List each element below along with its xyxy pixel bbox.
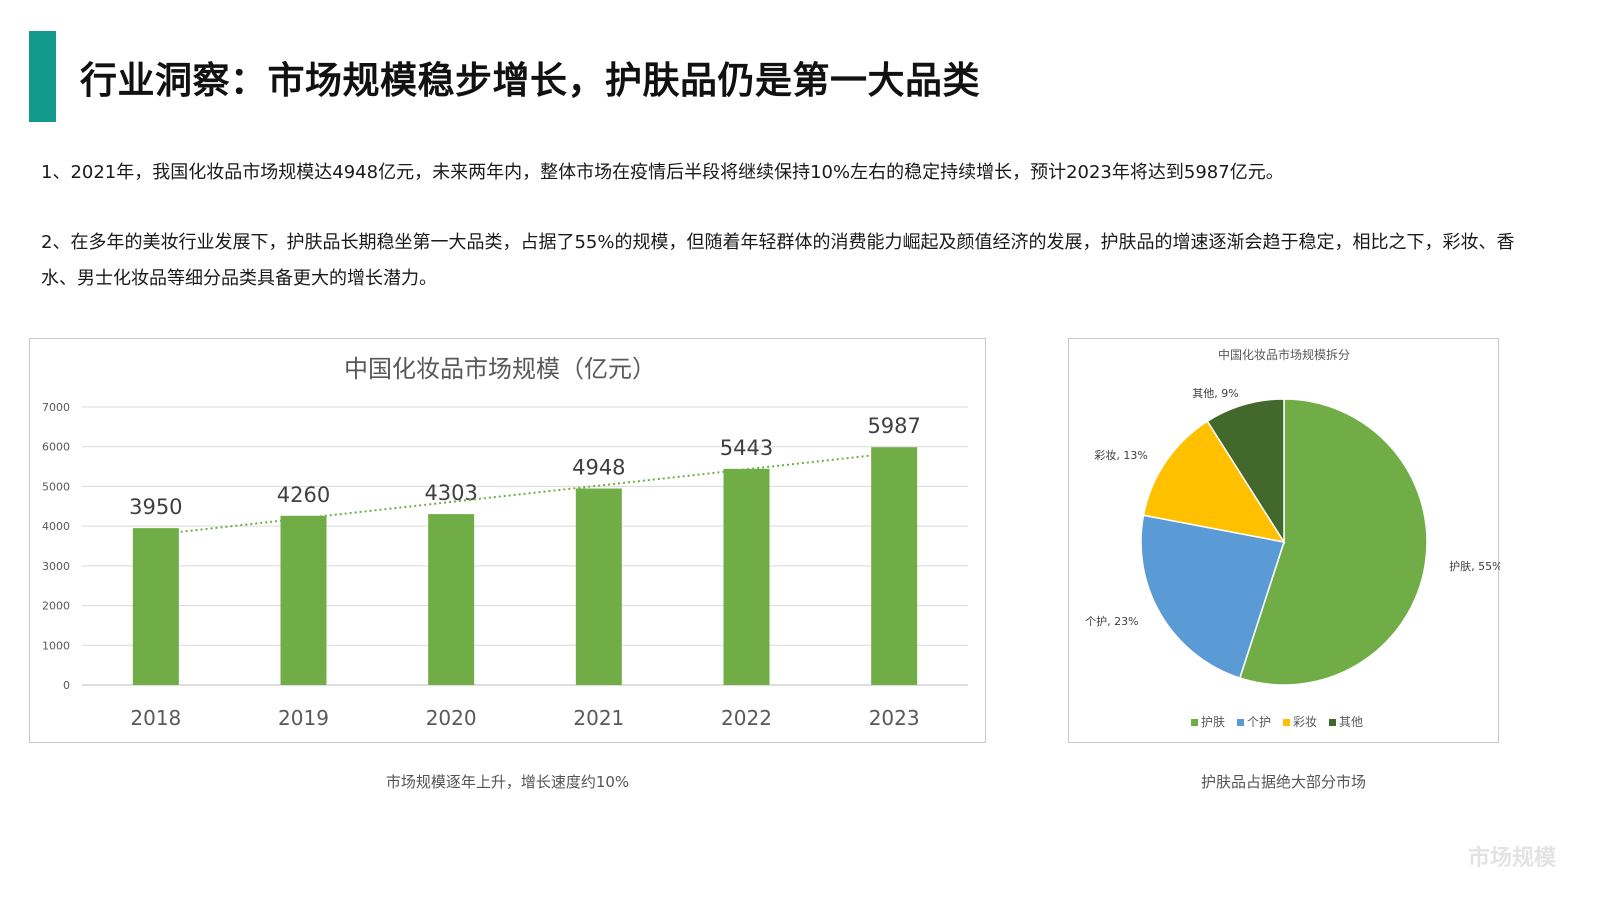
x-tick-label: 2021 (573, 706, 624, 730)
bar-chart-caption: 市场规模逐年上升，增长速度约10% (385, 773, 630, 791)
page-title: 行业洞察：市场规模稳步增长，护肤品仍是第一大品类 (80, 59, 980, 102)
legend-swatch (1237, 719, 1244, 726)
x-tick-label: 2023 (869, 706, 920, 730)
pie-chart-caption: 护肤品占据绝大部分市场 (1200, 773, 1366, 791)
bar-data-label: 5987 (867, 414, 920, 438)
bar-data-label: 4303 (424, 481, 477, 505)
bar-chart-panel: 中国化妆品市场规模（亿元） 0 1000 2000 3000 4000 5000 6000 70… (29, 338, 986, 743)
y-tick-label: 3000 (42, 560, 70, 573)
pie-chart-title: 中国化妆品市场规模拆分 (1218, 347, 1350, 362)
x-tick-label: 2019 (278, 706, 329, 730)
pie-slice (1140, 514, 1285, 679)
pie-data-label: 护肤, 55% (1449, 559, 1500, 573)
bar (575, 488, 622, 685)
bar-data-label: 3950 (129, 495, 182, 519)
bar-chart-title: 中国化妆品市场规模（亿元） (344, 355, 656, 383)
pie-slice (1142, 420, 1286, 544)
bar-data-label: 4948 (572, 455, 625, 479)
trendline (155, 451, 895, 536)
x-tick-label: 2020 (426, 706, 477, 730)
watermark: 市场规模 (1467, 846, 1556, 871)
y-tick-label: 4000 (42, 520, 70, 533)
y-tick-label: 1000 (42, 639, 70, 652)
legend-swatch (1191, 719, 1198, 726)
legend-label: 个护 (1247, 715, 1271, 729)
pie-slice (1238, 398, 1428, 686)
title-accent-bar (29, 31, 56, 122)
y-tick-label: 6000 (42, 441, 70, 454)
y-tick-label: 2000 (42, 600, 70, 613)
legend-swatch (1283, 719, 1290, 726)
bar-chart: 中国化妆品市场规模（亿元） 0 1000 2000 3000 4000 5000 6000 70… (42, 355, 968, 730)
legend-label: 其他 (1339, 715, 1363, 729)
legend-swatch (1329, 719, 1336, 726)
y-tick-label: 0 (63, 679, 70, 692)
bar (428, 514, 475, 685)
y-tick-label: 5000 (42, 480, 70, 493)
bar (280, 515, 327, 685)
legend-label: 彩妆 (1293, 715, 1317, 729)
pie-data-label: 彩妆, 13% (1094, 449, 1147, 462)
paragraph-skincare: 2、在多年的美妆行业发展下，护肤品长期稳坐第一大品类，占据了55%的规模，但随着… (41, 232, 1515, 289)
x-tick-label: 2018 (130, 706, 181, 730)
x-tick-label: 2022 (721, 706, 772, 730)
bar-data-label: 4260 (277, 483, 330, 507)
pie-legend: 护肤 个护 彩妆 其他 (1191, 714, 1363, 729)
legend-label: 护肤 (1201, 714, 1225, 729)
bar (723, 468, 770, 685)
pie-data-label: 个护, 23% (1085, 614, 1138, 628)
pie-slice (1206, 398, 1285, 545)
paragraph-market-size: 1、2021年，我国化妆品市场规模达4948亿元，未来两年内，整体市场在疫情后半… (41, 162, 1284, 183)
pie-data-label: 其他, 9% (1192, 387, 1238, 400)
bar-data-label: 5443 (720, 436, 773, 460)
bar (871, 447, 918, 685)
y-tick-label: 7000 (42, 401, 70, 414)
pie-chart-panel: 中国化妆品市场规模拆分护肤, 55% 个护, 23% 彩妆, 13% 其他, 9% 护肤… (1068, 338, 1500, 743)
bar (132, 528, 179, 685)
